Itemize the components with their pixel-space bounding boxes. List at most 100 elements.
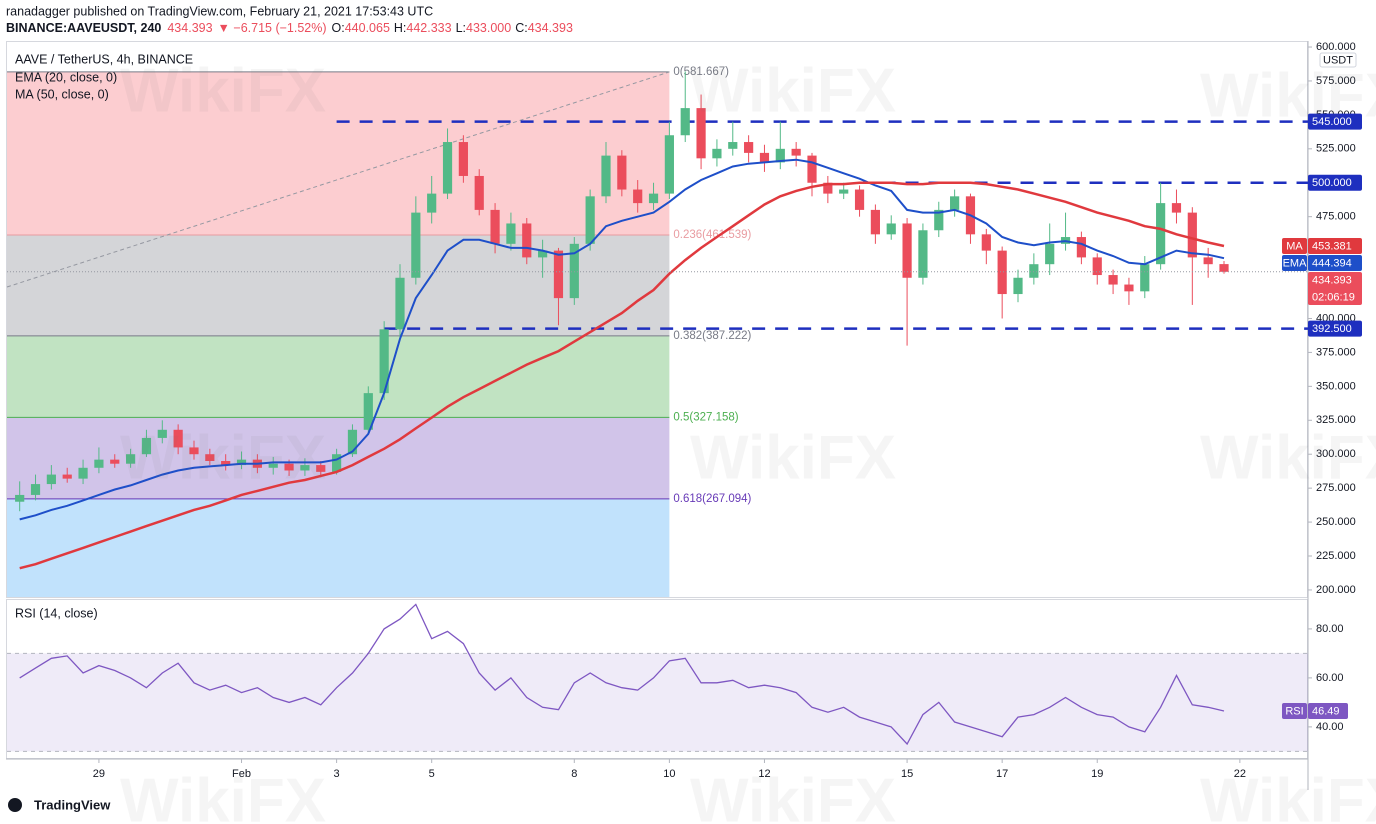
x-tick-label: 19 [1091,768,1103,780]
y-tick-label: 525.000 [1316,143,1356,155]
ohlc-value: 442.333 [406,21,451,35]
candle-body [775,148,785,163]
fib-label: 0(581.667) [673,66,729,78]
candle-body [601,155,611,197]
candle-body [506,223,516,244]
last-price: 434.393 [167,21,212,35]
candle-body [712,148,722,159]
level-badge [1308,320,1362,337]
candle-body [1092,257,1102,276]
candle-body [823,182,833,194]
watermark: WikiFX [120,766,326,824]
x-tick-label: 8 [571,768,577,780]
candle-body [569,243,579,299]
badge-tag [1282,238,1307,255]
badge-label: 444.394 [1312,257,1352,269]
candle-body [664,135,674,194]
watermark: WikiFX [690,766,896,824]
level-badge-label: 392.500 [1312,323,1352,335]
candle-body [759,152,770,163]
y-tick-label: 60.00 [1316,672,1344,684]
y-tick-label: 475.000 [1316,211,1356,223]
brand: TradingView [34,797,111,812]
candle-body [934,209,944,231]
ohlc-value: 440.065 [345,21,390,35]
ohlc-value: 433.000 [466,21,511,35]
badge-tag-label: RSI [1285,705,1303,717]
watermark: WikiFX [1200,423,1376,492]
currency-box [1319,52,1357,68]
candle-body [1076,237,1086,258]
fib-zone [7,71,670,235]
candle-body [950,196,960,210]
candle-body [791,148,801,156]
candle-body [839,189,849,194]
candle-body [157,429,167,438]
change: ▼ −6.715 (−1.52%) [218,21,327,35]
y-tick-label: 300.000 [1316,448,1356,460]
watermark: WikiFX [1200,766,1376,824]
ohlc-key: L: [456,21,466,35]
candle-body [522,223,532,258]
y-tick-label: 600.000 [1316,41,1356,53]
candle-body [1029,264,1039,278]
candle-body [221,460,231,466]
badge-tag [1282,255,1307,272]
candle-body [189,447,199,455]
candle-body [728,142,738,149]
candle-body [854,189,865,210]
price-badge [1308,272,1362,306]
candle-body [379,329,389,394]
candle-body [126,454,136,464]
fib-zone [7,335,670,418]
candle-body [617,155,627,190]
watermark: WikiFX [1200,61,1376,130]
badge [1308,238,1362,255]
y-tick-label: 325.000 [1316,414,1356,426]
ohlc-key: H: [394,21,407,35]
candle-body [30,484,41,495]
x-tick-label: 29 [93,768,105,780]
legend-entry: MA (50, close, 0) [15,87,109,101]
candle-body [1140,264,1150,292]
candle-body [46,474,56,485]
price-badge-label: 434.393 [1312,274,1352,286]
y-tick-label: 40.00 [1316,721,1344,733]
badge-label: 453.381 [1312,240,1352,252]
candle-body [284,463,294,471]
candle-body [442,142,453,194]
candle-body [300,465,310,471]
y-tick-label: 375.000 [1316,346,1356,358]
candle-body [474,175,484,210]
level-badge [1308,174,1362,191]
candle-body [585,196,595,244]
candle-body [696,108,706,159]
legend-entry: EMA (20, close, 0) [15,70,117,84]
pane-title: AAVE / TetherUS, 4h, BINANCE [15,52,193,66]
y-tick-label: 80.00 [1316,623,1344,635]
candle-body [347,429,358,455]
watermark: WikiFX [120,423,326,492]
candle-body [110,459,120,464]
badge [1308,702,1348,719]
x-tick-label: 5 [429,768,435,780]
indicator-line [19,158,1225,521]
x-tick-label: 17 [996,768,1008,780]
candle-body [363,393,373,430]
y-tick-label: 350.000 [1316,380,1356,392]
x-tick-label: 3 [334,768,340,780]
candle-body [538,250,548,258]
symbol: BINANCE:AAVEUSDT, 240 [6,21,161,35]
candle-body [173,429,183,448]
logo-mark [8,798,22,812]
watermarks: WikiFX WikiFX WikiFX WikiFX WikiFX WikiFX Wiki… [120,56,1376,824]
level-badge-label: 545.000 [1312,116,1352,128]
tradingview-logo: TradingView [8,797,111,812]
candle-body [886,223,896,235]
x-tick-label: 22 [1234,768,1246,780]
x-tick-label: Feb [232,768,251,780]
level-badge [1308,113,1362,130]
ohlc-key: O: [332,21,345,35]
candle-body [553,250,564,299]
